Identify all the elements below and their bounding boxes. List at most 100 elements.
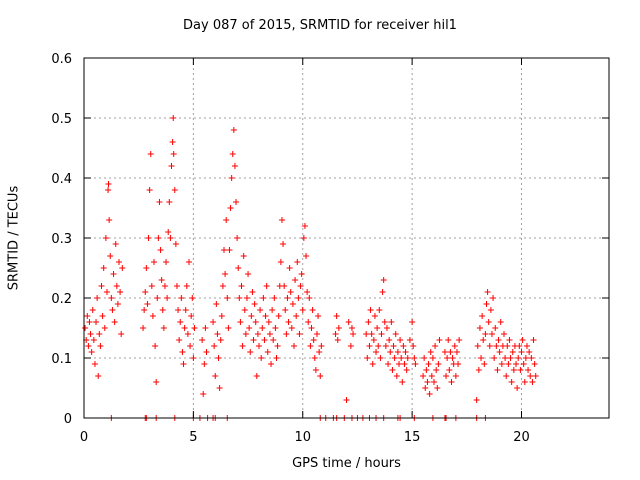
data-point [513,361,520,367]
data-point [165,229,172,235]
data-point [520,361,527,367]
data-point [403,367,410,373]
data-point [516,343,523,349]
data-point [109,307,116,313]
data-point [425,361,432,367]
data-point [146,187,153,193]
data-point [113,283,120,289]
data-point [170,151,177,157]
data-point [481,361,488,367]
data-point [238,283,245,289]
data-point [410,343,417,349]
data-point [110,271,117,277]
data-point [296,331,303,337]
data-point [475,367,482,373]
data-point [474,343,481,349]
data-point [526,349,533,355]
data-point [504,343,511,349]
data-point [87,331,94,337]
y-tick-label: 0.5 [51,112,72,127]
chart-title: Day 087 of 2015, SRMTID for receiver hil… [183,18,457,33]
data-point [99,313,106,319]
data-point [93,319,100,325]
data-point [153,379,160,385]
data-point [202,325,209,331]
data-point [160,325,167,331]
data-point [307,343,314,349]
data-point [269,307,276,313]
data-point [154,295,161,301]
data-point [278,217,285,223]
data-point [376,307,383,313]
data-point [147,151,154,157]
data-point [515,355,522,361]
data-point [173,283,180,289]
data-point [312,367,319,373]
data-point [280,241,287,247]
data-point [379,289,386,295]
data-point [171,187,178,193]
data-point [394,349,401,355]
data-point [142,289,149,295]
data-point [152,343,159,349]
data-point [490,295,497,301]
data-point [318,343,325,349]
data-point [217,337,224,343]
data-point [149,313,156,319]
data-point [305,319,312,325]
data-point [390,343,397,349]
data-point [85,343,92,349]
data-point [253,373,260,379]
data-point [300,235,307,241]
data-point [528,355,535,361]
data-point [212,373,219,379]
data-point [491,355,498,361]
data-point [482,331,489,337]
data-point [369,361,376,367]
data-point [184,331,191,337]
data-point [96,331,103,337]
data-point [243,295,250,301]
data-point [364,355,371,361]
data-point [189,295,196,301]
data-point [97,343,104,349]
data-point [397,337,404,343]
data-point [521,379,528,385]
data-point [381,319,388,325]
data-point [431,379,437,385]
data-point [213,301,220,307]
data-point [375,343,382,349]
data-point [218,313,225,319]
data-point [216,385,223,391]
data-point [159,307,166,313]
data-point [308,325,315,331]
data-point [445,337,452,343]
data-point [422,385,429,391]
data-point [252,319,259,325]
data-point [292,277,299,283]
data-point [374,325,381,331]
data-point [427,349,434,355]
data-point [434,385,441,391]
data-point [151,259,157,265]
data-point [443,373,450,379]
data-point [432,343,439,349]
data-point [350,331,357,337]
data-point [155,235,162,241]
data-point [186,259,192,265]
data-point [447,349,454,355]
data-point [383,325,390,331]
data-point [298,271,305,277]
data-point [221,247,227,253]
data-point [370,337,377,343]
data-point [435,361,442,367]
y-axis-label: SRMTID / TECUs [6,185,22,291]
data-point [112,241,119,247]
data-point [182,307,189,313]
data-point [525,367,532,373]
data-point [297,283,304,289]
data-point [249,289,256,295]
data-point [284,295,291,301]
data-point [449,355,456,361]
data-point [258,355,265,361]
